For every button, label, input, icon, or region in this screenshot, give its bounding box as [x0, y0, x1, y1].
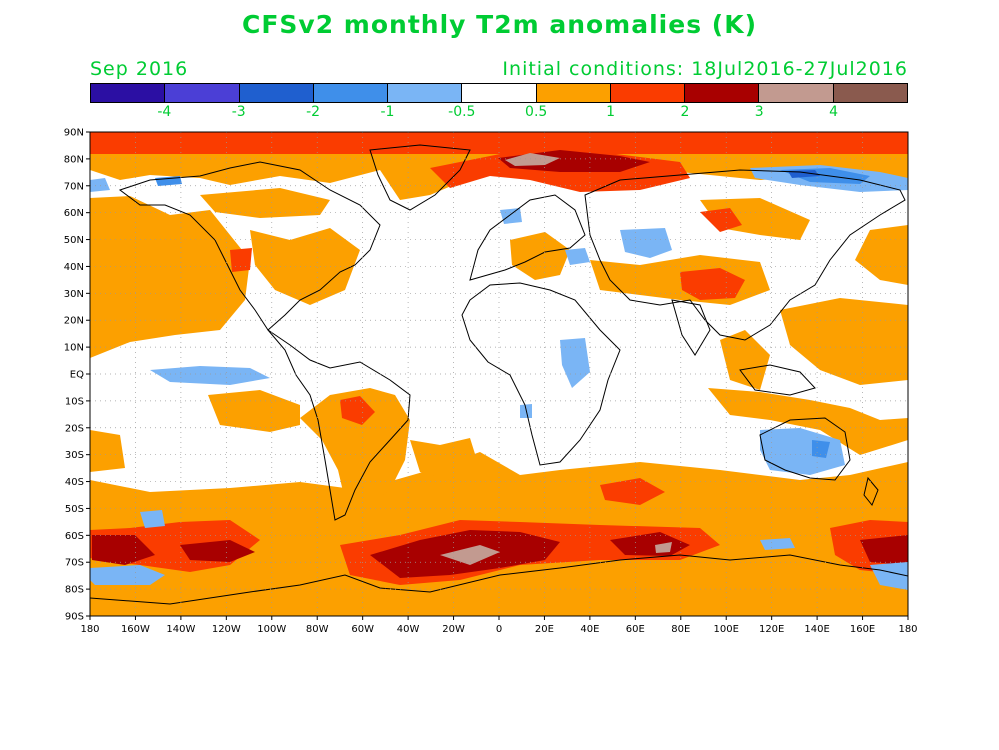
- colorbar-tick-label: 2: [680, 104, 690, 120]
- colorbar-tick-label: 1: [606, 104, 615, 120]
- colorbar-swatch: [165, 84, 240, 102]
- lat-label: 70S: [65, 558, 84, 569]
- colorbar-swatch: [536, 84, 611, 102]
- lat-label: 30S: [65, 450, 84, 461]
- lon-label: 80E: [671, 624, 690, 635]
- lon-label: 120E: [759, 624, 784, 635]
- lon-label: 160W: [121, 624, 150, 635]
- colorbar-swatch: [833, 84, 907, 102]
- colorbar-tick-label: -4: [157, 104, 172, 120]
- lat-label: 20N: [64, 316, 84, 327]
- latitude-labels: 90N 80N 70N 60N 50N 40N 30N 20N 10N EQ 10S 20S 30S 40…: [64, 128, 84, 623]
- lon-label: 120W: [212, 624, 241, 635]
- lon-label: 100E: [714, 624, 739, 635]
- colorbar-tick-label: -3: [231, 104, 246, 120]
- colorbar-tick-label: -0.5: [448, 104, 476, 120]
- lon-label: 140E: [804, 624, 829, 635]
- lat-label: 40S: [65, 477, 84, 488]
- colorbar-tick-label: 0.5: [525, 104, 548, 120]
- axis-ticks: [86, 131, 909, 620]
- lat-lon-grid: [90, 132, 908, 616]
- lat-label: 80S: [65, 585, 84, 596]
- colorbar-swatch: [685, 84, 760, 102]
- lat-label: EQ: [70, 370, 84, 381]
- colorbar-tick-label: -1: [380, 104, 395, 120]
- lon-label: 60E: [626, 624, 645, 635]
- colorbar-swatch: [91, 84, 166, 102]
- lat-label: 10N: [64, 343, 84, 354]
- lat-label: 90N: [64, 128, 84, 139]
- lat-label: 60N: [64, 208, 84, 219]
- lat-label: 30N: [64, 289, 84, 300]
- colorbar-tick-label: 4: [829, 104, 839, 120]
- lat-label: 50N: [64, 235, 84, 246]
- lon-label: 20E: [535, 624, 554, 635]
- lat-label: 10S: [65, 396, 84, 407]
- initial-conditions-label: Initial conditions: 18Jul2016-27Jul2016: [502, 58, 908, 80]
- colorbar-swatch: [610, 84, 686, 102]
- lat-label: 80N: [64, 154, 84, 165]
- colorbar-tick-label: -2: [306, 104, 321, 120]
- longitude-labels: 180 160W 140W 120W 100W 80W 60W 40W 20W 0 20E 40E 60…: [80, 624, 917, 635]
- map-title: CFSv2 monthly T2m anomalies (K): [241, 10, 758, 39]
- lon-label: 20W: [442, 624, 465, 635]
- lon-label: 100W: [257, 624, 286, 635]
- colorbar-swatch: [462, 84, 537, 102]
- lon-label: 180: [898, 624, 917, 635]
- colorbar-swatch: [313, 84, 389, 102]
- lon-label: 160E: [850, 624, 875, 635]
- lat-label: 60S: [65, 531, 84, 542]
- lon-label: 140W: [166, 624, 195, 635]
- lat-label: 50S: [65, 504, 84, 515]
- valid-month-label: Sep 2016: [90, 58, 189, 80]
- lat-label: 20S: [65, 423, 84, 434]
- colorbar-swatch: [759, 84, 834, 102]
- lon-label: 80W: [306, 624, 329, 635]
- colorbar-tick-label: 3: [754, 104, 764, 120]
- coastlines: [90, 144, 908, 605]
- lat-label: 70N: [64, 181, 84, 192]
- lat-label: 90S: [65, 612, 84, 623]
- lon-label: 0: [496, 624, 502, 635]
- lon-label: 40E: [580, 624, 599, 635]
- colorbar-swatch: [239, 84, 314, 102]
- lon-label: 180: [80, 624, 99, 635]
- lon-label: 40W: [397, 624, 420, 635]
- colorbar-swatch: [388, 84, 463, 102]
- lat-label: 40N: [64, 262, 84, 273]
- colorbar: [90, 83, 908, 103]
- anomaly-warm-3: [440, 153, 672, 565]
- lon-label: 60W: [351, 624, 374, 635]
